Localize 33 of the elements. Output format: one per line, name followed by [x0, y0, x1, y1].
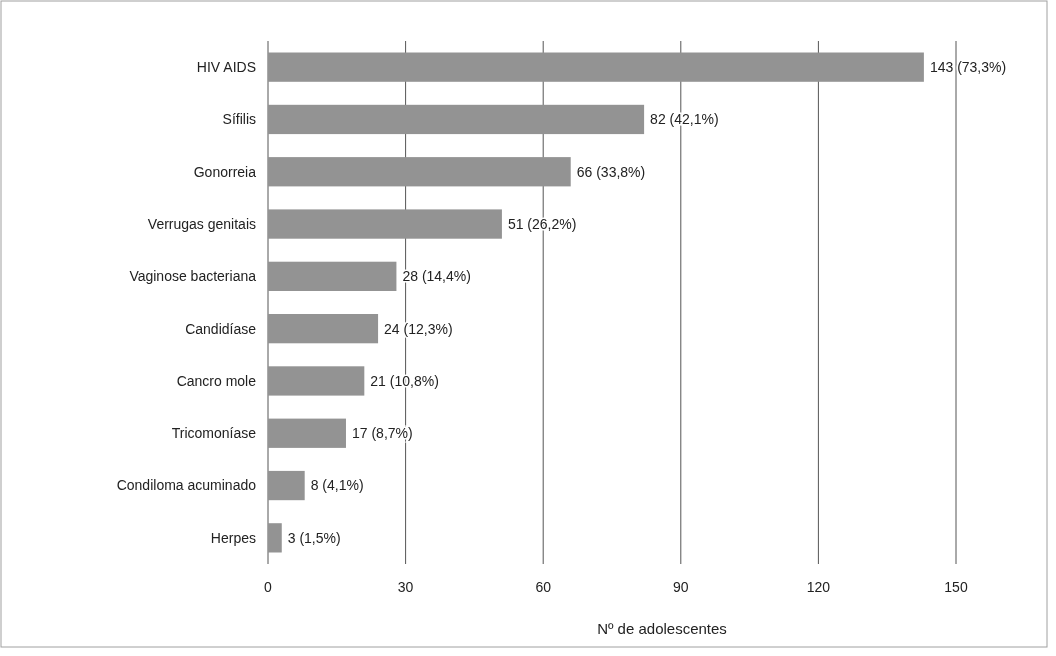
data-label: 8 (4,1%): [310, 477, 364, 494]
x-tick-label: 30: [397, 579, 414, 595]
y-tick-label: Vaginose bacteriana: [129, 268, 257, 285]
x-tick-label: 0: [264, 579, 273, 595]
x-tick-label: 120: [806, 579, 831, 595]
bar: [268, 209, 502, 239]
x-tick-label: 60: [535, 579, 552, 595]
y-tick-label: Cancro mole: [176, 372, 257, 389]
bar: [268, 418, 346, 448]
y-tick-label: Herpes: [210, 529, 256, 546]
data-label: 82 (42,1%): [650, 111, 719, 128]
bar: [268, 261, 397, 291]
bar: [268, 104, 645, 135]
y-tick-label: Gonorreia: [193, 163, 257, 180]
x-axis-title: Nº de adolescentes: [597, 620, 727, 637]
bar: [268, 523, 282, 553]
x-tick-label: 150: [944, 579, 968, 595]
data-label: 51 (26,2%): [507, 215, 577, 232]
bar: [268, 366, 365, 396]
y-tick-label: Verrugas genitais: [147, 215, 256, 232]
bar: [268, 157, 571, 187]
y-tick-label: Condiloma acuminado: [116, 477, 257, 494]
y-tick-label: HIV AIDS: [196, 59, 256, 76]
data-label: 66 (33,8%): [576, 163, 646, 180]
y-tick-label: Sífilis: [222, 111, 256, 128]
data-label: 143 (73,3%): [929, 59, 1007, 76]
bar: [268, 52, 924, 82]
y-tick-label: Tricomoníase: [171, 425, 257, 442]
data-label: 3 (1,5%): [287, 529, 341, 546]
bar: [268, 314, 379, 344]
y-tick-label: Candidíase: [185, 320, 257, 337]
x-tick-label: 90: [673, 579, 689, 595]
bar: [268, 470, 305, 501]
